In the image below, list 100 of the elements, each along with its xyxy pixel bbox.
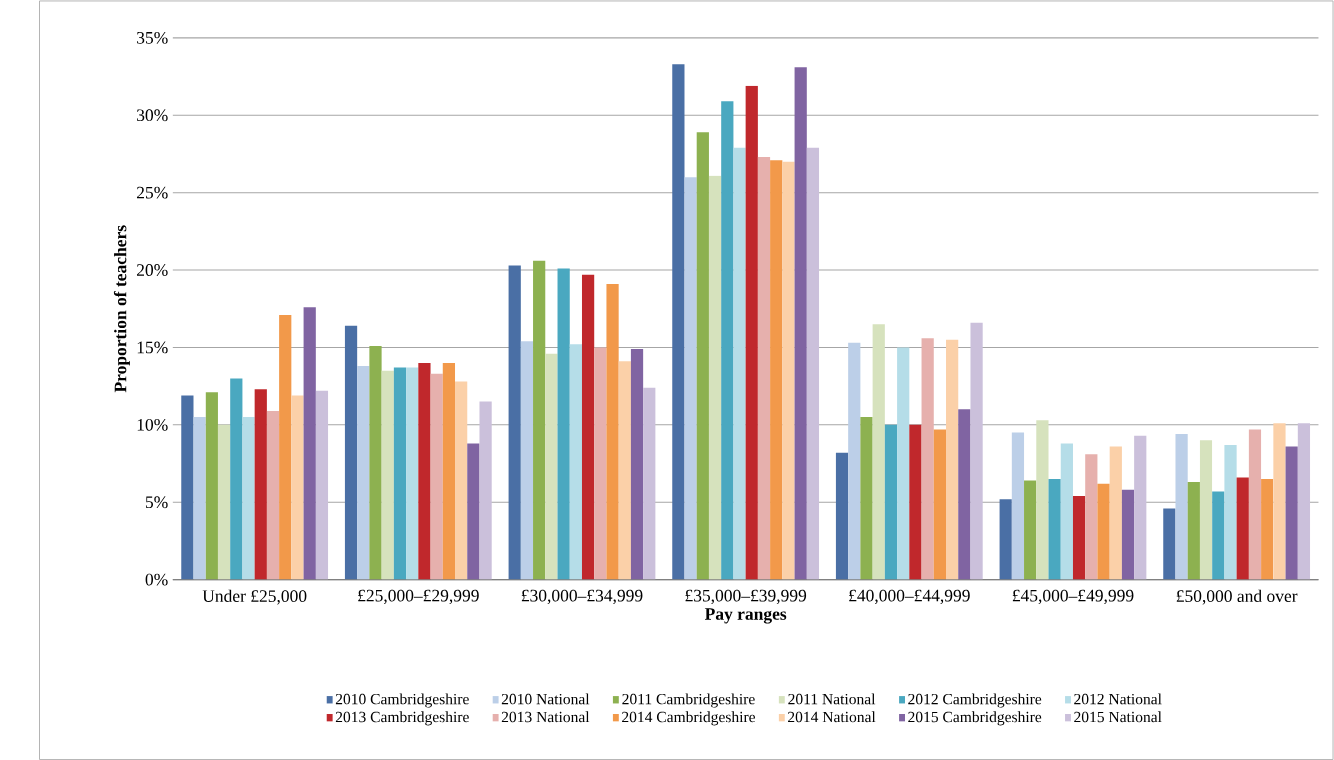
bar: [594, 347, 607, 580]
bar: [733, 147, 746, 580]
bar: [1121, 489, 1135, 580]
x-axis-title: Pay ranges: [704, 608, 787, 624]
bar: [430, 373, 443, 580]
bar: [217, 424, 231, 580]
bar: [406, 367, 419, 580]
bar: [999, 499, 1012, 580]
bar: [897, 347, 910, 580]
y-tick-label: 25%: [136, 186, 168, 199]
bar: [872, 324, 885, 580]
x-tick-label: £45,000–£49,999: [1012, 589, 1134, 604]
legend-label: 2013 National: [501, 711, 590, 723]
bar: [569, 344, 582, 580]
bar: [418, 362, 431, 580]
y-tick-label: 35%: [137, 31, 168, 44]
bar: [557, 268, 570, 580]
legend-label: 2015 Cambridgeshire: [908, 711, 1042, 726]
x-tick-label: £35,000–£39,999: [685, 589, 807, 604]
bar: [745, 85, 758, 580]
bar: [782, 161, 795, 580]
bar: [708, 175, 722, 580]
y-tick-label: 30%: [137, 109, 168, 122]
bar: [381, 370, 394, 580]
bar: [1248, 429, 1262, 580]
bar: [921, 338, 934, 580]
bar: [757, 156, 771, 580]
bar: [357, 365, 370, 580]
legend-label: 2013 Cambridgeshire: [335, 711, 469, 726]
legend-label: 2014 Cambridgeshire: [622, 711, 756, 726]
legend-label: 2012 National: [1074, 693, 1162, 705]
bar: [291, 395, 304, 580]
y-tick-label: 20%: [136, 264, 168, 276]
bar: [1261, 478, 1274, 580]
bar: [315, 390, 329, 580]
bar: [533, 260, 546, 580]
bar: [181, 395, 194, 580]
bar: [1224, 444, 1237, 580]
bar: [1072, 495, 1086, 580]
bar: [1134, 435, 1147, 580]
bar: [1297, 423, 1311, 580]
bar: [303, 307, 316, 580]
bar: [254, 389, 267, 580]
bar: [721, 101, 734, 580]
bar: [1011, 432, 1025, 580]
bar: [479, 401, 492, 580]
bar: [696, 132, 709, 580]
bar: [455, 381, 468, 580]
y-tick-label: 10%: [137, 418, 168, 431]
bar: [958, 409, 971, 580]
bar: [672, 64, 685, 580]
x-tick-label: £40,000–£44,999: [849, 589, 970, 604]
legend-label: 2010 National: [501, 693, 590, 705]
bar: [1175, 434, 1188, 580]
legend-label: 2011 National: [788, 693, 876, 705]
legend-label: 2011 Cambridgeshire: [622, 693, 755, 708]
bar: [794, 67, 807, 580]
bar: [442, 362, 456, 580]
bar: [508, 265, 521, 580]
bar: [1187, 482, 1200, 580]
bar: [946, 339, 959, 580]
legend-label: 2010 Cambridgeshire: [335, 693, 469, 708]
bar: [835, 452, 849, 580]
bar: [933, 429, 947, 580]
bar: [1199, 440, 1213, 580]
bar: [909, 424, 922, 580]
bar: [770, 160, 783, 580]
bar: [860, 417, 873, 580]
bar: [545, 353, 558, 580]
bar: [344, 325, 358, 580]
y-tick-label: 0%: [145, 573, 168, 586]
bar: [1036, 420, 1049, 580]
bar: [684, 177, 697, 580]
bar: [279, 314, 292, 580]
bar: [581, 274, 595, 580]
bar: [467, 443, 480, 580]
legend-label: 2014 National: [788, 711, 876, 723]
bar: [1236, 477, 1249, 580]
bar: [1097, 483, 1110, 580]
y-tick-label: 5%: [145, 496, 168, 509]
bar: [618, 361, 631, 580]
y-tick-label: 15%: [137, 341, 168, 354]
x-tick-label: £30,000–£34,999: [521, 589, 643, 604]
bar: [606, 283, 619, 580]
bar: [848, 342, 861, 580]
bar: [242, 417, 255, 580]
bar: [393, 367, 407, 580]
bar: [230, 378, 243, 580]
bar: [205, 392, 218, 580]
bar: [1285, 446, 1298, 580]
bar: [1024, 480, 1037, 580]
bar: [1085, 454, 1098, 580]
bar: [1163, 508, 1176, 580]
bar: [970, 322, 983, 580]
bar: [369, 345, 382, 580]
bar: [1060, 443, 1073, 580]
bar: [1273, 423, 1286, 580]
y-axis-title: Proportion of teachers: [113, 225, 130, 393]
bar: [1109, 446, 1122, 580]
legend-label: 2012 Cambridgeshire: [908, 693, 1042, 708]
